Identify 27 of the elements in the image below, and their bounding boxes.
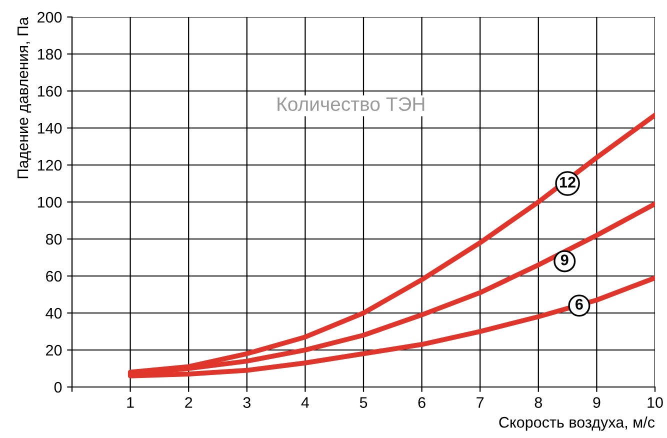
annotation: 12 [560, 176, 576, 188]
y-axis-title: Падение давления, Па [18, 16, 32, 178]
annotation: 9 [560, 254, 568, 266]
x-axis-title: Скорость воздуха, м/с [499, 416, 655, 431]
annotation: Количество ТЭН [278, 97, 424, 112]
x-tick-label: 4 [301, 397, 309, 408]
x-tick-label: 10 [648, 397, 663, 408]
y-tick-label: 40 [46, 308, 62, 319]
x-tick-label: 7 [476, 397, 484, 408]
x-tick-label: 3 [243, 397, 250, 408]
y-tick-label: 140 [38, 122, 62, 134]
y-tick-label: 180 [38, 48, 62, 60]
x-tick-label: 9 [593, 397, 600, 408]
y-tick-label: 160 [38, 86, 62, 97]
y-tick-label: 0 [54, 382, 62, 393]
x-tick-label: 8 [534, 397, 542, 408]
x-tick-label: 5 [360, 397, 368, 408]
x-tick-label: 2 [185, 397, 192, 408]
x-tick-label: 6 [418, 397, 426, 408]
annotation: 6 [576, 298, 583, 310]
x-tick-label: 1 [127, 397, 134, 408]
y-tick-label: 200 [38, 12, 62, 23]
y-tick-label: 80 [46, 234, 62, 245]
y-tick-label: 100 [38, 196, 62, 208]
y-tick-label: 120 [38, 160, 62, 171]
y-tick-label: 60 [46, 270, 62, 282]
y-tick-label: 20 [46, 344, 62, 356]
